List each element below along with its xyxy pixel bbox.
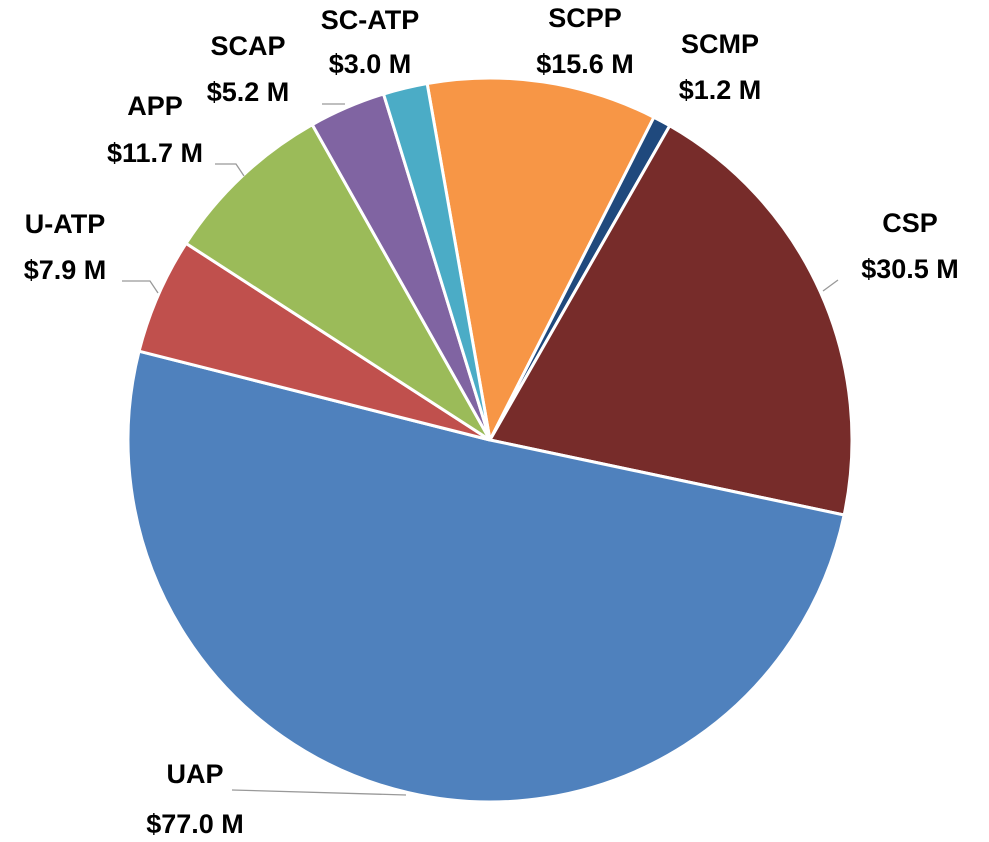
slice-label: U-ATP bbox=[25, 209, 106, 239]
value-label: $30.5 M bbox=[861, 254, 959, 284]
value-label: $77.0 M bbox=[146, 809, 244, 839]
slice-label: SC-ATP bbox=[321, 5, 420, 35]
value-label: $3.0 M bbox=[329, 49, 412, 79]
slice-label: APP bbox=[127, 91, 183, 121]
slice-label: UAP bbox=[166, 759, 223, 789]
pie-slice bbox=[183, 122, 492, 442]
value-label: $5.2 M bbox=[207, 77, 290, 107]
pie-slice bbox=[487, 123, 854, 517]
value-label: $11.7 M bbox=[107, 138, 203, 168]
value-label: $7.9 M bbox=[24, 255, 107, 285]
leader-line bbox=[122, 280, 159, 294]
pie-slice bbox=[381, 81, 492, 441]
pie-slice bbox=[425, 76, 656, 445]
value-label: $15.6 M bbox=[536, 49, 634, 79]
pie-slice bbox=[126, 349, 846, 804]
slice-label: SCPP bbox=[548, 3, 622, 33]
leader-line bbox=[215, 163, 245, 177]
leader-line bbox=[231, 789, 407, 796]
slice-label: SCAP bbox=[210, 31, 285, 61]
slice-label: SCMP bbox=[681, 29, 759, 59]
value-label: $1.2 M bbox=[679, 75, 762, 105]
leader-line bbox=[822, 279, 839, 292]
slice-label: CSP bbox=[882, 208, 938, 238]
